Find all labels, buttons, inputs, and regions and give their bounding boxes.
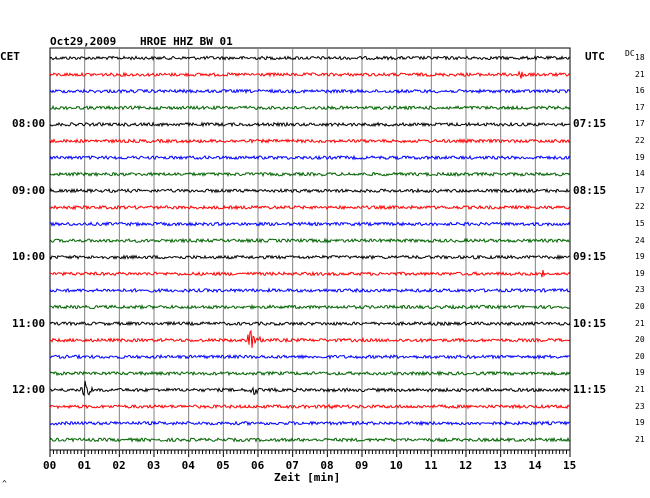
x-tick-label: 13 [493, 459, 507, 472]
x-tick-label: 00 [43, 459, 57, 472]
x-tick-label: 03 [147, 459, 161, 472]
x-tick-label: 11 [424, 459, 438, 472]
x-tick-label: 09 [355, 459, 369, 472]
trace-line [49, 303, 571, 311]
dc-value: 17 [635, 185, 645, 195]
trace-line [49, 370, 571, 377]
dc-value: 19 [635, 252, 645, 262]
x-tick-label: 05 [216, 459, 230, 472]
dc-value: 15 [635, 219, 645, 228]
dc-value: 18 [635, 53, 645, 62]
trace-line [49, 420, 571, 427]
dc-value: 20 [635, 302, 645, 311]
dc-value: 21 [635, 318, 645, 328]
trace-line [49, 55, 571, 61]
x-tick-label: 01 [77, 459, 91, 472]
trace-line [50, 380, 571, 397]
trace-line [49, 270, 571, 278]
trace-line [49, 329, 571, 348]
x-tick-label: 08 [320, 459, 334, 472]
x-tick-label: 12 [459, 459, 473, 472]
trace-line [49, 187, 571, 194]
trace-line [49, 436, 571, 443]
left-hour-label: 12:00 [12, 383, 46, 396]
dc-value: 23 [635, 401, 645, 411]
dc-value: 22 [635, 202, 645, 212]
trace-line [49, 171, 571, 178]
trace-line [49, 88, 571, 95]
dc-value: 21 [635, 434, 645, 444]
right-hour-label: 07:15 [573, 117, 607, 131]
dc-value: 19 [635, 268, 645, 278]
left-timezone: CET [0, 50, 20, 63]
trace-line [49, 320, 571, 327]
dc-value: 21 [635, 69, 645, 79]
trace-line [49, 138, 571, 144]
dc-value: 19 [635, 368, 645, 378]
x-tick-label: 10 [389, 459, 403, 472]
dc-value: 19 [635, 152, 645, 162]
x-tick-label: 07 [285, 459, 299, 472]
x-tick-label: 02 [112, 459, 126, 472]
corner-mark: ^ [2, 479, 7, 488]
dc-value: 24 [635, 235, 645, 245]
header-station: HROE HHZ BW 01 [140, 35, 233, 48]
left-hour-label: 08:00 [12, 117, 46, 131]
left-hour-label: 11:00 [12, 316, 46, 330]
dc-value: 21 [635, 385, 645, 394]
dc-value: 16 [635, 86, 645, 96]
x-tick-label: 04 [181, 459, 195, 472]
trace-line [49, 254, 570, 261]
header-date: Oct29,2009 [50, 35, 117, 48]
dc-value: 19 [635, 418, 645, 428]
dc-value: 20 [635, 351, 645, 361]
dc-value: 20 [635, 335, 645, 345]
x-tick-label: 06 [251, 459, 265, 472]
trace-line [49, 237, 570, 244]
x-tick-label: 14 [528, 459, 542, 472]
dc-header: DC [625, 49, 635, 58]
left-hour-label: 10:00 [12, 250, 46, 264]
dc-value: 14 [635, 169, 645, 179]
trace-line [49, 403, 571, 410]
dc-value: 22 [635, 136, 645, 145]
x-axis-label: Zeit [min] [274, 471, 341, 484]
trace-line [50, 221, 571, 228]
trace-line [49, 121, 571, 128]
right-timezone: UTC [585, 50, 605, 63]
right-hour-label: 11:15 [573, 383, 607, 396]
trace-line [49, 154, 571, 161]
dc-value: 17 [635, 119, 645, 129]
right-hour-label: 09:15 [573, 250, 607, 264]
right-hour-label: 10:15 [573, 316, 607, 330]
x-tick-label: 15 [563, 459, 577, 472]
trace-line [49, 104, 571, 111]
trace-line [49, 204, 571, 211]
trace-line [49, 70, 571, 79]
left-hour-label: 09:00 [12, 183, 46, 197]
dc-value: 17 [635, 102, 645, 112]
trace-line [49, 287, 571, 294]
dc-value: 23 [635, 285, 645, 295]
trace-line [49, 353, 571, 360]
right-hour-label: 08:15 [573, 183, 607, 197]
